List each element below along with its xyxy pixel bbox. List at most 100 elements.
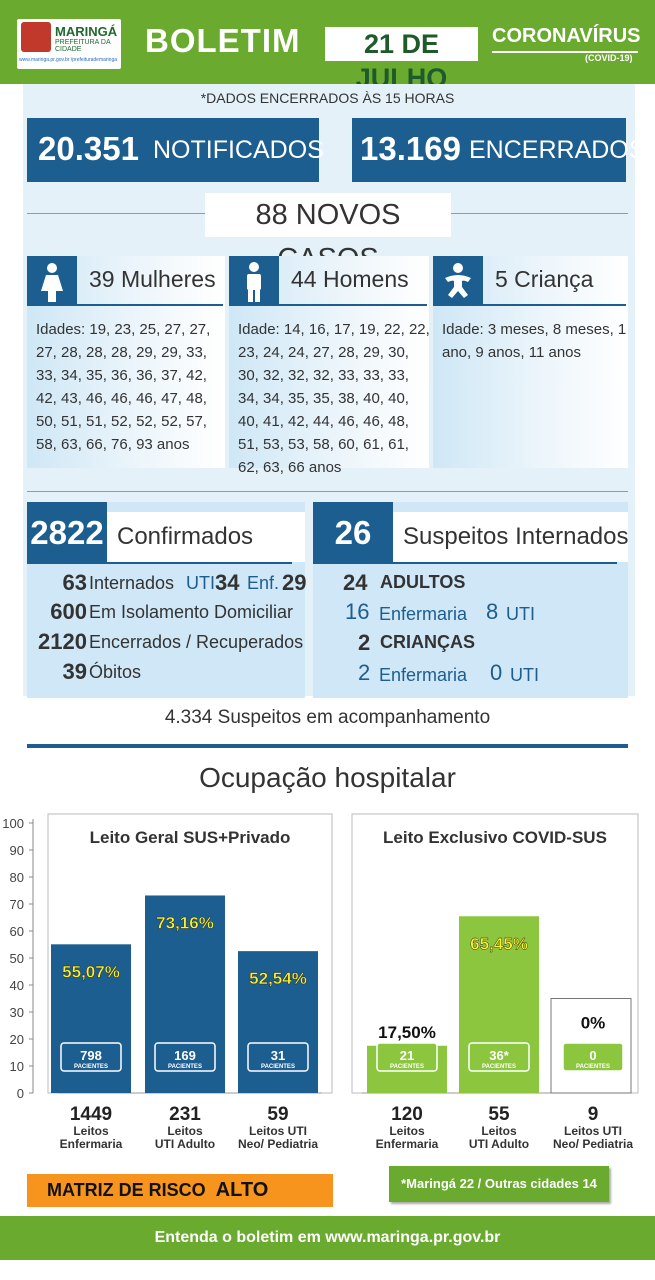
monitoring-text: 4.334 Suspeitos em acompanhamento xyxy=(164,707,491,728)
confirmed-label: Confirmados xyxy=(107,512,305,562)
bed-type-label: Enfermaria xyxy=(376,1137,439,1151)
adults-ward-label: Enfermaria xyxy=(379,604,468,624)
children-icu-count: 0 xyxy=(490,660,503,685)
risk-level: ALTO xyxy=(215,1179,269,1201)
bed-type-label: Neo/ Pediatria xyxy=(553,1137,633,1151)
chart-group-title: Leito Geral SUS+Privado xyxy=(90,828,291,847)
adults-icu-count: 8 xyxy=(486,599,499,624)
patients-word: PACIENTES xyxy=(482,1064,516,1070)
children-ward-count: 2 xyxy=(358,660,371,685)
confirmed-value: 2822 xyxy=(27,502,107,564)
children-icu-label: UTI xyxy=(510,665,539,685)
section-divider xyxy=(27,744,628,748)
logo-name: MARINGÁ xyxy=(55,24,118,39)
y-tick-label: 100 xyxy=(2,816,24,831)
occupancy-title: Ocupação hospitalar xyxy=(199,762,456,793)
patients-count: 798 xyxy=(80,1048,102,1063)
women-title: 39 Mulheres xyxy=(89,266,216,292)
hospitalized-count: 63 xyxy=(62,570,87,595)
data-closing-note: *DADOS ENCERRADOS ÀS 15 HORAS xyxy=(200,90,455,106)
beds-count: 231 xyxy=(169,1104,201,1125)
y-tick-label: 30 xyxy=(10,1005,24,1020)
patients-count: 36* xyxy=(489,1048,509,1063)
hospitalized-label: Internados xyxy=(89,573,175,593)
encerrados-label: ENCERRADOS xyxy=(469,136,646,164)
bed-type-label: Leitos UTI xyxy=(564,1124,622,1138)
children-ages: Idade: 3 meses, 8 meses, 1 ano, 9 anos, … xyxy=(442,321,627,361)
y-tick-label: 0 xyxy=(17,1086,24,1101)
confirmed-panel: 2822 Confirmados 63 Internados UTI 34 En… xyxy=(27,502,307,698)
footer-banner[interactable]: Entenda o boletim em www.maringa.pr.gov.… xyxy=(0,1216,655,1260)
patients-count: 0 xyxy=(589,1048,596,1063)
women-card: 39 Mulheres Idades: 19, 23, 25, 27, 27, … xyxy=(27,256,225,468)
bed-type-label: Leitos UTI xyxy=(249,1124,307,1138)
bed-type-label: Leitos xyxy=(481,1124,517,1138)
bar-percent-label: 52,54% xyxy=(249,969,307,988)
bar-percent-label: 55,07% xyxy=(62,962,120,981)
patients-count: 21 xyxy=(400,1048,414,1063)
bed-type-label: Leitos xyxy=(389,1124,425,1138)
encerrados-box: 13.169 ENCERRADOS xyxy=(352,118,645,182)
adults-label: ADULTOS xyxy=(380,572,466,592)
men-card: 44 Homens Idade: 14, 16, 17, 19, 22, 22,… xyxy=(229,256,430,476)
topic-title: CORONAVÍRUS xyxy=(492,25,641,47)
ward-label: Enf. xyxy=(247,573,280,593)
adults-count: 24 xyxy=(343,570,368,595)
man-icon xyxy=(229,256,279,306)
y-tick-label: 40 xyxy=(10,978,24,993)
patients-badge xyxy=(562,1042,624,1072)
y-tick-label: 50 xyxy=(10,951,24,966)
risk-label: MATRIZ DE RISCO xyxy=(47,1180,206,1200)
men-ages: Idade: 14, 16, 17, 19, 22, 22, 23, 24, 2… xyxy=(238,321,430,476)
card-underline xyxy=(483,304,626,306)
header-bar: MARINGÁ PREFEITURA DA CIDADE www.maringa… xyxy=(0,0,655,93)
notificados-label: NOTIFICADOS xyxy=(153,136,324,164)
suspected-label: Suspeitos Internados xyxy=(393,512,628,562)
patients-count: 169 xyxy=(174,1048,196,1063)
adults-ward-count: 16 xyxy=(345,599,370,624)
topic-divider xyxy=(492,51,638,53)
patients-badge xyxy=(468,1042,530,1072)
y-tick-label: 60 xyxy=(10,924,24,939)
patients-word: PACIENTES xyxy=(74,1064,108,1070)
children-label: CRIANÇAS xyxy=(380,632,476,652)
y-tick-label: 10 xyxy=(10,1059,24,1074)
bulletin-title: BOLETIM xyxy=(145,22,301,59)
y-tick-label: 70 xyxy=(10,897,24,912)
risk-matrix-banner: MATRIZ DE RISCO ALTO xyxy=(27,1174,333,1207)
bar-percent-label: 17,50% xyxy=(378,1023,436,1042)
patients-badge xyxy=(247,1042,309,1072)
city-logo: MARINGÁ PREFEITURA DA CIDADE www.maringa… xyxy=(17,19,121,69)
y-tick-label: 80 xyxy=(10,870,24,885)
children-title: 5 Criança xyxy=(495,266,594,292)
chart-group-title: Leito Exclusivo COVID-SUS xyxy=(383,828,607,847)
children-count: 2 xyxy=(358,630,371,655)
patients-word: PACIENTES xyxy=(390,1064,424,1070)
suspected-value: 26 xyxy=(313,502,393,564)
patients-badge xyxy=(60,1042,122,1072)
logo-links: www.maringa.pr.gov.br /prefeiturademarin… xyxy=(19,57,118,63)
baby-icon xyxy=(433,256,483,306)
children-card: 5 Criança Idade: 3 meses, 8 meses, 1 ano… xyxy=(433,256,628,468)
card-underline xyxy=(279,304,427,306)
logo-subtitle: PREFEITURA DA CIDADE xyxy=(55,39,111,53)
bar-percent-label: 73,16% xyxy=(156,913,214,932)
topic-subtitle: (COVID-19) xyxy=(585,53,633,63)
beds-count: 1449 xyxy=(70,1104,112,1125)
notificados-box: 20.351 NOTIFICADOS xyxy=(27,118,324,182)
isolation-count: 600 xyxy=(50,599,87,624)
divider xyxy=(27,491,628,492)
woman-icon xyxy=(27,256,77,306)
patients-word: PACIENTES xyxy=(168,1064,202,1070)
patients-word: PACIENTES xyxy=(576,1064,610,1070)
ward-count: 29 xyxy=(282,570,307,595)
bar-percent-label: 0% xyxy=(581,1014,606,1033)
bed-type-label: UTI Adulto xyxy=(469,1137,529,1151)
beds-count: 55 xyxy=(488,1104,510,1125)
patients-origin-note: *Maringá 22 / Outras cidades 14 xyxy=(389,1166,609,1202)
y-tick-label: 90 xyxy=(10,843,24,858)
notificados-value: 20.351 xyxy=(38,130,139,167)
bed-type-label: Leitos xyxy=(167,1124,203,1138)
adults-icu-label: UTI xyxy=(506,604,535,624)
isolation-label: Em Isolamento Domiciliar xyxy=(89,602,294,622)
